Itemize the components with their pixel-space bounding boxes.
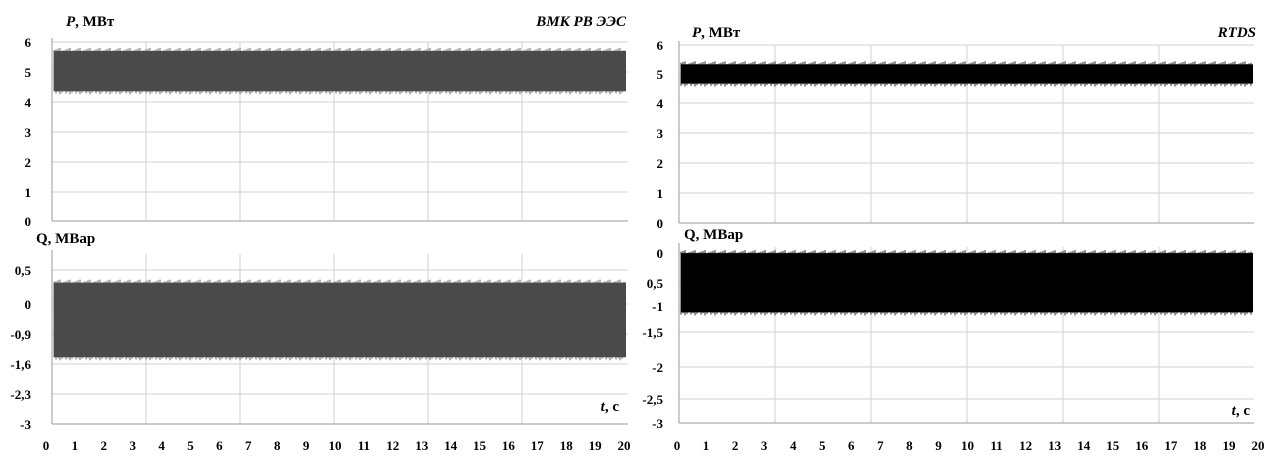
y-tick-label: -1,6 xyxy=(10,357,31,372)
x-tick-labels-left: 0 1 2 3 4 5 6 7 8 9 10 11 12 13 14 15 16 17 18 19 20 xyxy=(43,438,631,453)
x-tick-label: 1 xyxy=(72,438,79,453)
x-tick-label: 1 xyxy=(703,438,710,453)
y-tick-label: -2,3 xyxy=(10,387,31,402)
x-tick-label: 14 xyxy=(444,438,458,453)
y-tick-label: 0 xyxy=(657,216,664,231)
x-tick-label: 8 xyxy=(906,438,913,453)
x-tick-label: 2 xyxy=(101,438,108,453)
x-tick-label: 9 xyxy=(303,438,310,453)
x-tick-label: 9 xyxy=(935,438,942,453)
signal-trace-right-p xyxy=(680,61,1253,87)
y-tick-label: 5 xyxy=(657,67,664,82)
x-tick-label: 0 xyxy=(43,438,50,453)
x-tick-label: 16 xyxy=(1135,438,1149,453)
y-tick-label: -3 xyxy=(652,416,663,431)
x-tick-label: 10 xyxy=(329,438,342,453)
x-tick-label: 17 xyxy=(531,438,545,453)
x-tick-label: 6 xyxy=(216,438,223,453)
y-tick-label: 1 xyxy=(25,185,32,200)
panel-right-top: 6 5 4 3 2 1 0 P, МВт RTDS xyxy=(657,25,1257,231)
y-tick-label: 1 xyxy=(657,186,664,201)
x-tick-label: 7 xyxy=(877,438,884,453)
x-tick-label: 15 xyxy=(1106,438,1120,453)
y-axis-title-left-q: Q, МВар xyxy=(36,231,95,247)
x-tick-label: 6 xyxy=(848,438,855,453)
y-tick-label: 0,5 xyxy=(647,276,664,291)
x-tick-label: 3 xyxy=(761,438,768,453)
y-tick-labels-left-p: 6 5 4 3 2 1 0 xyxy=(25,35,32,229)
x-axis-title-left: t, с xyxy=(601,399,620,415)
x-tick-label: 5 xyxy=(187,438,194,453)
y-tick-label: 2 xyxy=(25,155,32,170)
x-tick-label: 5 xyxy=(819,438,826,453)
x-tick-label: 12 xyxy=(386,438,399,453)
y-axis-title-right-q: Q, МВар xyxy=(684,227,743,243)
x-tick-label: 20 xyxy=(1252,438,1265,453)
y-tick-label: 6 xyxy=(25,35,32,50)
y-tick-label: 0 xyxy=(657,246,664,261)
x-tick-label: 3 xyxy=(129,438,136,453)
signal-oscillation xyxy=(53,279,625,361)
x-tick-label: 7 xyxy=(245,438,252,453)
x-tick-label: 18 xyxy=(560,438,574,453)
x-tick-labels-right: 0 1 2 3 4 5 6 7 8 9 10 11 12 13 14 15 16 17 18 19 20 xyxy=(674,438,1265,453)
y-tick-label: -1 xyxy=(652,299,663,314)
y-tick-label: 3 xyxy=(657,126,664,141)
y-tick-labels-right-q: 0 0,5 -1 -1,5 -2 -2,5 -3 xyxy=(642,246,663,431)
signal-oscillation xyxy=(53,47,625,95)
x-tick-label: 17 xyxy=(1164,438,1178,453)
y-tick-label: 3 xyxy=(25,125,32,140)
x-tick-label: 2 xyxy=(732,438,739,453)
x-tick-label: 13 xyxy=(415,438,429,453)
x-tick-label: 11 xyxy=(358,438,370,453)
y-tick-label: -0,9 xyxy=(10,327,31,342)
corner-label-rtds: RTDS xyxy=(1217,25,1256,41)
x-tick-label: 12 xyxy=(1019,438,1032,453)
y-tick-label: 4 xyxy=(657,96,664,111)
x-tick-label: 15 xyxy=(473,438,487,453)
y-tick-label: 2 xyxy=(657,156,664,171)
y-tick-label: 6 xyxy=(657,38,664,53)
x-tick-label: 19 xyxy=(1222,438,1236,453)
y-tick-labels-right-p: 6 5 4 3 2 1 0 xyxy=(657,38,664,231)
y-tick-label: 5 xyxy=(25,65,32,80)
signal-oscillation xyxy=(680,61,1252,87)
x-tick-label: 14 xyxy=(1077,438,1091,453)
panel-left-top: 6 5 4 3 2 1 0 P, МВт ВМК РВ ЭЭС xyxy=(25,14,628,229)
x-tick-label: 19 xyxy=(589,438,603,453)
y-axis-title-left-p: P, МВт xyxy=(66,14,115,30)
x-tick-label: 20 xyxy=(618,438,631,453)
y-tick-label: -2 xyxy=(652,360,663,375)
x-tick-label: 18 xyxy=(1193,438,1207,453)
y-tick-label: 0,5 xyxy=(15,263,32,278)
x-tick-label: 4 xyxy=(158,438,165,453)
x-tick-label: 0 xyxy=(674,438,681,453)
y-tick-label: 0 xyxy=(25,297,32,312)
y-tick-label: -3 xyxy=(20,417,31,432)
panel-right-bottom: 00,5-1-1,5-2-2,5-3 0 1 2 3 4 5 6 7 8 9 10 11 12 13 14 1… xyxy=(642,227,1264,453)
x-tick-label: 10 xyxy=(961,438,974,453)
signal-trace-left-q xyxy=(53,279,626,361)
x-tick-label: 13 xyxy=(1048,438,1062,453)
y-tick-label: 0 xyxy=(25,214,32,229)
signal-oscillation xyxy=(680,250,1252,316)
x-tick-label: 16 xyxy=(502,438,516,453)
y-tick-label: 4 xyxy=(25,95,32,110)
x-tick-label: 8 xyxy=(274,438,281,453)
y-tick-labels-left-q: 0,5 0 -0,9 -1,6 -2,3 -3 xyxy=(10,263,31,432)
x-tick-label: 4 xyxy=(790,438,797,453)
panel-left-bottom: 0,50-0,9-1,6-2,3-3 0 1 2 3 4 5 6 7 8 9 10 11 12 13 14 1… xyxy=(10,231,630,453)
y-tick-label: -1,5 xyxy=(642,325,663,340)
signal-trace-right-q xyxy=(680,250,1253,316)
signal-trace-left-p xyxy=(53,47,626,95)
x-tick-label: 11 xyxy=(990,438,1002,453)
y-axis-title-right-p: P, МВт xyxy=(692,25,741,41)
y-tick-label: -2,5 xyxy=(642,392,663,407)
x-axis-title-right: t, с xyxy=(1232,403,1251,419)
corner-label-vmk: ВМК РВ ЭЭС xyxy=(535,14,627,30)
